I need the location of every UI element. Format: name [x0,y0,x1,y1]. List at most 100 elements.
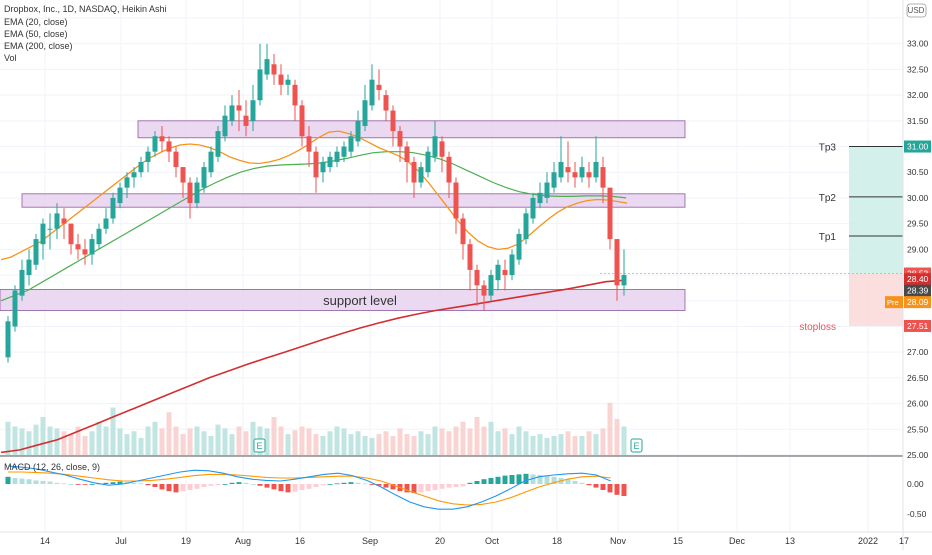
macd-histogram [5,473,627,496]
macd-histogram-bar [614,484,620,495]
ema20-line [0,130,628,261]
candle-body [446,156,452,183]
candle-body [75,244,81,250]
macd-histogram-bar [33,480,39,484]
macd-histogram-bar [362,483,368,485]
volume-bar [439,428,445,455]
candle-body [453,182,459,219]
macd-histogram-bar [61,483,67,485]
volume-bar [334,426,340,455]
volume-bar [523,431,529,455]
candle-body [362,100,368,126]
volume-bar [110,407,116,455]
macd-histogram-bar [222,484,228,485]
candle-body [229,105,235,121]
macd-histogram-bar [369,484,375,485]
macd-histogram-bar [166,484,172,492]
time-tick-label: 19 [181,536,191,546]
macd-histogram-bar [187,484,193,490]
macd-histogram-bar [530,474,536,484]
volume-bar [215,424,221,455]
volume-bar [474,417,480,455]
volume-bar [201,431,207,455]
candle-body [383,95,389,111]
candle-body [201,167,207,188]
macd-histogram-bar [432,484,438,490]
macd-histogram-bar [586,484,592,486]
volume-bar [243,431,249,455]
volume-bar [61,431,67,455]
candle-body [222,115,228,137]
volume-bar [579,436,585,455]
earnings-marker-box [630,438,643,453]
candle-body [250,100,256,121]
candle-body [572,172,578,178]
macd-histogram-bar [460,484,466,487]
candle-body [488,275,494,296]
volume-bar [621,426,627,455]
candle-body [495,264,501,281]
macd-histogram-bar [271,484,277,490]
target-region [849,146,903,274]
stoploss-label: stoploss [799,322,836,333]
macd-histogram-bar [292,484,298,492]
candle-body [285,79,291,85]
macd-histogram-bar [516,474,522,484]
volume-bar [481,426,487,455]
price-tick-label: 30.00 [907,193,929,203]
macd-histogram-bar [383,484,389,488]
price-tag-value: 28.40 [907,274,929,284]
candle-body [299,105,305,137]
candle-body [152,136,158,152]
macd-histogram-bar [404,484,410,493]
macd-histogram-bar [145,484,151,486]
time-tick-label: 2022 [858,536,878,546]
volume-bar [600,428,606,455]
candle-body [187,182,193,204]
macd-histogram-bar [19,478,25,484]
macd-histogram-bar [215,484,221,486]
price-tag: 28.39 [904,284,931,297]
macd-histogram-bar [488,478,494,484]
candle-body [96,228,102,245]
earnings-marker: E [630,438,643,453]
volume-bar [54,428,60,455]
volume-bar [173,426,179,455]
volume-bar [341,428,347,455]
volume-bar [362,436,368,455]
volume-bar [404,434,410,455]
candle-body [390,110,396,132]
macd-histogram-bar [236,482,242,484]
candle-body [313,151,319,178]
macd-histogram-bar [390,484,396,490]
macd-histogram-bar [551,476,557,484]
time-tick-label: Oct [485,536,500,546]
volume-bar [278,426,284,455]
target-label-tp3: Tp3 [819,143,837,154]
volume-bar [222,428,228,455]
macd-histogram-bar [467,482,473,484]
price-tag-bg [904,296,931,309]
volume-bar [495,431,501,455]
candle-body [614,239,620,286]
volume-bar [306,428,312,455]
volume-bar [460,421,466,455]
volume-bar [299,426,305,455]
candle-body [481,285,487,296]
volume-bar [516,426,522,455]
time-tick-label: 13 [785,536,795,546]
earnings-marker-label: E [256,441,262,451]
candle-body [418,167,424,183]
volume-bar [152,421,158,455]
price-tick-label: 29.50 [907,219,929,229]
candle-body [215,131,221,157]
symbol-title: Dropbox, Inc., 1D, NASDAQ, Heikin Ashi [4,4,167,14]
macd-histogram-bar [565,479,571,484]
candle-body [208,151,214,173]
volume-bar [397,428,403,455]
macd-histogram-bar [495,476,501,484]
macd-histogram-bar [313,484,319,487]
price-tick-label: 26.50 [907,373,929,383]
